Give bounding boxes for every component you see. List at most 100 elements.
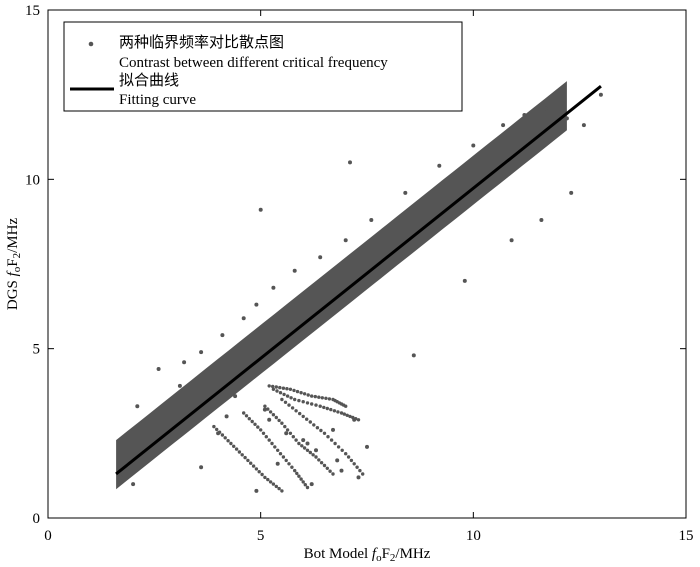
legend-entry-fit-en: Fitting curve <box>119 92 196 108</box>
data-point <box>322 431 327 435</box>
data-point <box>314 448 318 453</box>
data-point <box>336 410 340 414</box>
data-point <box>308 420 312 424</box>
data-point <box>326 435 330 439</box>
data-point <box>257 470 261 474</box>
y-tick-label: 15 <box>25 3 40 19</box>
data-point <box>274 484 278 489</box>
data-point <box>259 428 263 432</box>
legend: 两种临界频率对比散点图 Contrast between different c… <box>63 21 463 112</box>
data-point <box>403 190 408 195</box>
data-point <box>275 461 280 466</box>
data-point <box>305 485 310 490</box>
data-point <box>310 394 314 398</box>
data-point <box>285 394 290 398</box>
data-point <box>131 482 136 487</box>
data-point <box>284 431 289 436</box>
data-point <box>247 417 251 421</box>
data-point <box>263 475 267 480</box>
data-point <box>305 401 310 405</box>
data-point <box>348 160 352 165</box>
data-point <box>271 384 275 389</box>
data-point <box>369 218 374 222</box>
data-point <box>276 448 280 452</box>
x-tick-label: 5 <box>257 528 265 544</box>
data-point <box>318 255 323 260</box>
data-point <box>314 455 318 459</box>
data-point <box>301 414 305 419</box>
data-point <box>232 444 236 448</box>
data-point <box>268 480 273 484</box>
data-point <box>324 396 328 400</box>
data-point <box>275 389 279 393</box>
data-point <box>224 414 229 419</box>
data-point <box>310 402 314 406</box>
data-point <box>306 393 310 397</box>
data-point <box>501 123 506 128</box>
legend-entry-scatter-cn: 两种临界频率对比散点图 <box>119 34 284 51</box>
data-point <box>539 218 544 222</box>
x-tick-label: 0 <box>44 528 52 544</box>
data-point <box>220 333 225 338</box>
data-point <box>349 458 354 463</box>
data-point <box>320 396 324 400</box>
data-point <box>287 403 291 407</box>
data-point <box>333 441 337 446</box>
data-point <box>274 415 278 420</box>
data-point <box>288 387 293 391</box>
data-point <box>288 431 293 435</box>
data-point <box>229 441 233 446</box>
data-point <box>471 143 476 148</box>
data-point <box>212 424 216 429</box>
data-point <box>354 417 358 421</box>
data-point <box>331 472 335 476</box>
data-point <box>344 404 348 408</box>
data-point <box>270 441 274 446</box>
data-point <box>322 463 327 468</box>
data-point <box>182 360 187 365</box>
data-point <box>177 383 182 388</box>
y-tick-label: 5 <box>33 342 41 358</box>
data-point <box>329 407 333 412</box>
data-point <box>309 482 314 487</box>
data-point <box>271 482 276 486</box>
data-point <box>297 441 301 446</box>
data-point <box>311 453 315 457</box>
data-point <box>293 397 297 402</box>
data-point <box>569 190 574 195</box>
data-point <box>233 394 238 399</box>
data-point <box>267 417 272 422</box>
data-point <box>261 431 266 435</box>
data-point <box>332 409 337 413</box>
data-point <box>328 469 332 473</box>
data-point <box>298 411 302 416</box>
data-point <box>462 278 467 283</box>
data-point <box>327 397 332 401</box>
data-point <box>411 353 416 358</box>
data-point <box>280 397 284 402</box>
data-point <box>308 450 312 455</box>
data-point <box>351 415 355 420</box>
data-point <box>250 419 254 424</box>
data-point <box>295 471 299 476</box>
data-point <box>290 465 294 469</box>
data-point <box>226 439 230 443</box>
data-point <box>312 423 316 427</box>
data-point <box>285 428 290 432</box>
data-point <box>289 396 293 400</box>
data-point <box>253 422 257 426</box>
fitting-curve <box>115 85 602 476</box>
data-point <box>199 465 204 470</box>
data-point <box>292 388 296 393</box>
data-point <box>199 350 204 355</box>
data-point <box>267 384 271 388</box>
data-point <box>342 412 346 416</box>
data-point <box>294 438 298 442</box>
data-point <box>254 467 259 471</box>
data-point <box>301 438 306 443</box>
data-point <box>356 475 361 480</box>
legend-dot-marker <box>88 41 94 47</box>
dense-point-cloud <box>116 81 567 490</box>
data-point <box>322 405 326 410</box>
data-point <box>335 458 340 463</box>
